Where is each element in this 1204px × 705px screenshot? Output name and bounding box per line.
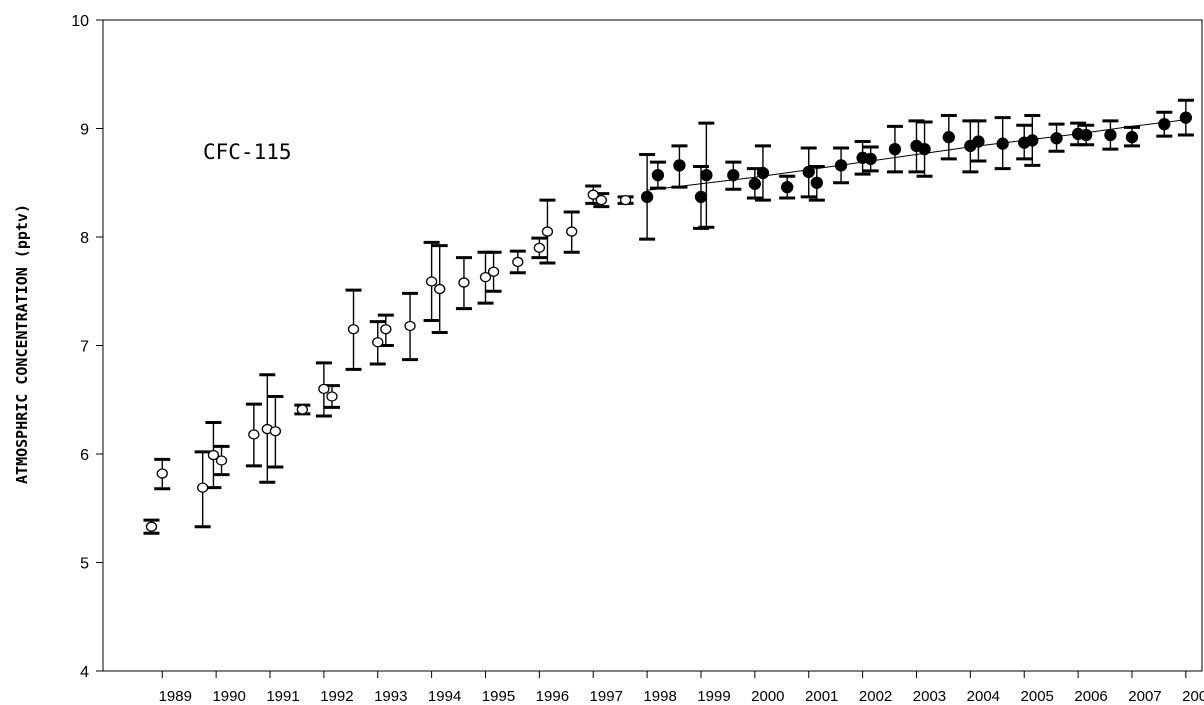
x-tick-label: 2002 (859, 688, 892, 705)
filled-data-point (942, 131, 955, 144)
x-tick-label: 2008 (1182, 688, 1204, 705)
filled-data-point (1158, 118, 1171, 131)
x-tick-label: 1995 (482, 688, 515, 705)
filled-data-point (864, 152, 877, 166)
x-tick-label: 1996 (536, 688, 569, 705)
filled-data-point (802, 165, 815, 179)
open-data-point (425, 276, 438, 287)
x-tick-label: 2005 (1021, 688, 1054, 705)
filled-data-point (640, 190, 654, 204)
plot-frame (102, 19, 1203, 672)
y-tick-label: 5 (80, 556, 89, 573)
open-data-point (248, 429, 260, 440)
x-tick-label: 2000 (751, 688, 784, 705)
x-tick-label: 2003 (913, 688, 946, 705)
x-tick-label: 2004 (967, 688, 1000, 705)
x-tick-label: 2007 (1128, 688, 1161, 705)
filled-data-point (834, 159, 848, 172)
x-tick-label: 1997 (590, 688, 623, 705)
filled-data-point (810, 176, 823, 189)
y-tick-label: 6 (80, 447, 89, 464)
filled-data-point (918, 142, 931, 156)
data-points (145, 111, 1192, 532)
error-bars (143, 98, 1194, 535)
open-data-point (619, 194, 632, 206)
open-data-point (434, 283, 446, 295)
open-data-point (215, 455, 228, 466)
open-data-point (207, 449, 220, 461)
filled-data-point (673, 159, 686, 172)
filled-data-point (651, 169, 665, 182)
open-data-point (512, 256, 524, 268)
open-data-point (372, 337, 384, 348)
x-tick-label: 1991 (266, 688, 299, 705)
x-tick-label: 1994 (428, 688, 461, 705)
filled-data-point (1026, 134, 1039, 147)
open-data-point (595, 194, 607, 206)
x-tick-label: 1989 (159, 688, 192, 705)
filled-data-point (700, 169, 713, 182)
filled-data-point (694, 190, 708, 204)
y-tick-label: 9 (80, 122, 89, 139)
filled-data-point (781, 180, 794, 194)
open-data-point (296, 404, 308, 415)
filled-data-point (748, 177, 762, 190)
open-data-point (380, 324, 392, 335)
y-tick-label: 8 (80, 230, 89, 247)
x-tick-label: 1990 (212, 688, 245, 705)
filled-data-point (888, 142, 902, 156)
open-data-point (487, 266, 500, 277)
x-tick-label: 2006 (1074, 688, 1107, 705)
open-data-point (541, 226, 554, 237)
filled-data-point (1104, 128, 1117, 142)
x-axis-ticks: 1989 1990 1991 1992 1993 1994 1995 1996 1997 1998… (159, 671, 1204, 705)
y-tick-label: 10 (71, 13, 89, 30)
filled-data-point (1050, 132, 1063, 145)
open-data-point (197, 482, 209, 493)
filled-data-point (1179, 111, 1192, 124)
open-data-point (347, 324, 360, 335)
filled-data-point (727, 169, 740, 182)
open-data-point (458, 277, 470, 288)
compound-label: CFC-115 (203, 140, 292, 164)
y-tick-label: 4 (80, 664, 89, 681)
filled-data-point (756, 166, 770, 180)
filled-data-point (996, 137, 1009, 150)
open-data-point (156, 468, 168, 479)
filled-data-point (972, 135, 985, 148)
open-data-point (404, 320, 416, 332)
open-data-point (326, 391, 338, 402)
open-data-point (566, 226, 578, 237)
open-data-point (318, 383, 330, 395)
open-data-point (479, 271, 492, 283)
x-tick-label: 1993 (374, 688, 407, 705)
open-data-point (587, 189, 599, 200)
y-axis-ticks: 4 5 6 7 8 9 10 (71, 13, 103, 681)
y-axis-label: ATMOSPHRIC CONCENTRATION (pptv) (13, 204, 31, 484)
y-tick-label: 7 (80, 339, 89, 356)
x-tick-label: 1998 (643, 688, 676, 705)
filled-data-point (1125, 131, 1139, 144)
x-tick-label: 1992 (320, 688, 353, 705)
x-tick-label: 2001 (805, 688, 838, 705)
open-data-point (533, 242, 546, 254)
x-tick-label: 1999 (697, 688, 730, 705)
open-data-point (145, 521, 158, 532)
open-data-point (269, 426, 282, 437)
filled-data-point (1080, 128, 1093, 142)
